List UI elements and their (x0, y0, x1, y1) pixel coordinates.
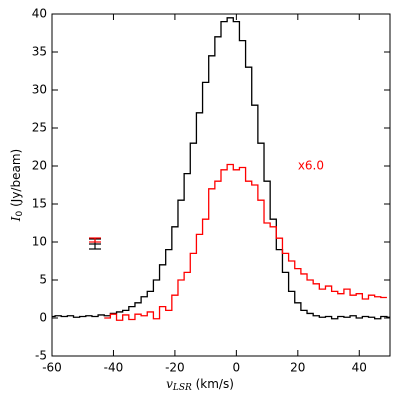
y-tick-label: 40 (32, 7, 47, 21)
x-tick-label: 40 (352, 361, 367, 375)
y-tick-label: 10 (32, 235, 47, 249)
annotation: x6.0 (298, 159, 324, 173)
y-tick-label: 35 (32, 45, 47, 59)
y-tick-label: 30 (32, 83, 47, 97)
x-axis-label: vLSR (km/s) (166, 377, 234, 393)
x-tick-label: 0 (233, 361, 241, 375)
data-line (104, 163, 387, 321)
error-bars (89, 237, 101, 250)
data-line (52, 17, 390, 320)
x-tick-label: -60 (42, 361, 62, 375)
y-tick-label: 25 (32, 121, 47, 135)
x-tick-label: -40 (104, 361, 124, 375)
y-axis-label: I0 (Jy/beam) (9, 149, 25, 222)
plot-frame (51, 13, 391, 357)
x-tick-label: -20 (165, 361, 185, 375)
y-tick-label: 0 (39, 311, 47, 325)
y-tick-label: -5 (35, 349, 47, 363)
y-tick-label: 5 (39, 273, 47, 287)
x-tick-label: 20 (290, 361, 305, 375)
y-tick-label: 15 (32, 197, 47, 211)
y-tick-label: 20 (32, 159, 47, 173)
